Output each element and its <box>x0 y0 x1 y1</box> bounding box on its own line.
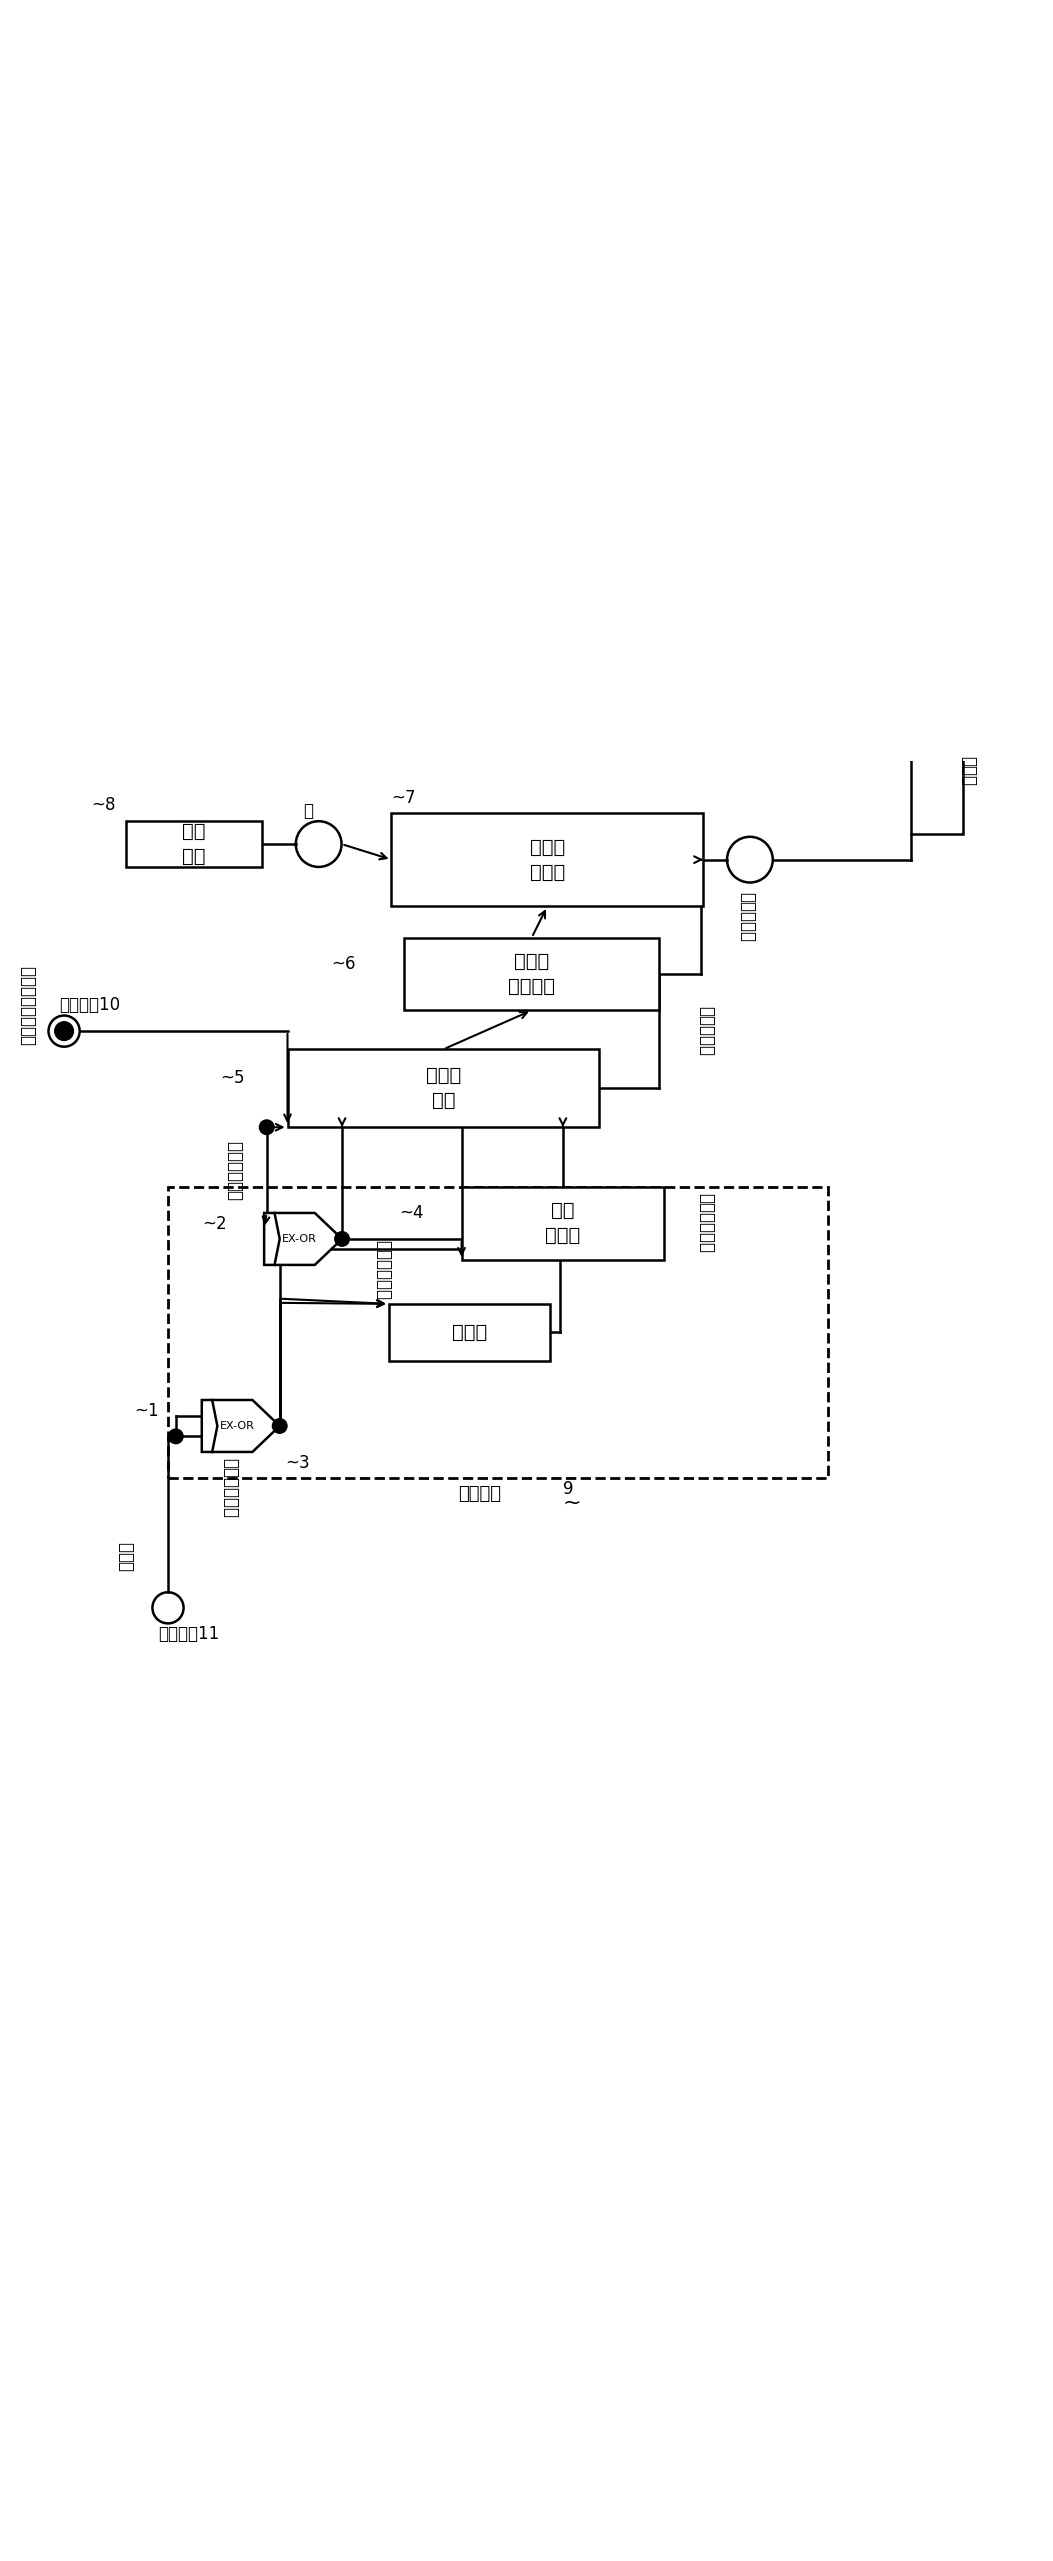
Text: 主信号: 主信号 <box>118 1542 136 1570</box>
Polygon shape <box>202 1401 280 1452</box>
Text: EX-OR: EX-OR <box>219 1421 254 1432</box>
Bar <box>404 937 659 1012</box>
Text: ~3: ~3 <box>285 1455 310 1473</box>
Text: 光强度
调制器: 光强度 调制器 <box>530 837 564 881</box>
Text: 选择的信号: 选择的信号 <box>697 1006 715 1055</box>
Text: ~1: ~1 <box>134 1401 159 1419</box>
Text: 第一输入信号: 第一输入信号 <box>221 1457 239 1519</box>
Text: 预编码器: 预编码器 <box>458 1485 501 1503</box>
Circle shape <box>259 1119 274 1135</box>
Text: 调制方案选择信号: 调制方案选择信号 <box>19 965 37 1045</box>
Text: 选择器
电路: 选择器 电路 <box>425 1065 461 1111</box>
Text: 延迟器: 延迟器 <box>452 1324 486 1342</box>
Text: 放大的信号: 放大的信号 <box>738 891 756 942</box>
Text: ~2: ~2 <box>202 1214 226 1232</box>
Circle shape <box>168 1429 183 1444</box>
Bar <box>911 750 962 835</box>
Circle shape <box>55 1022 74 1040</box>
Circle shape <box>335 1232 350 1247</box>
Text: 光信号: 光信号 <box>959 755 977 786</box>
Text: 第二输出信号: 第二输出信号 <box>697 1193 715 1252</box>
Bar <box>168 1186 828 1478</box>
Text: ~8: ~8 <box>92 796 116 814</box>
Text: 输入端子10: 输入端子10 <box>60 996 121 1014</box>
Text: 低通
滤波器: 低通 滤波器 <box>545 1201 580 1245</box>
Bar <box>461 1186 664 1260</box>
Text: EX-OR: EX-OR <box>282 1234 317 1245</box>
Text: 输入端子11: 输入端子11 <box>158 1624 219 1642</box>
Bar <box>287 1050 599 1127</box>
Text: ~: ~ <box>563 1493 581 1514</box>
Bar <box>126 820 261 868</box>
Text: 激光
光源: 激光 光源 <box>182 822 205 866</box>
Text: 光: 光 <box>303 802 314 820</box>
Bar <box>389 1304 550 1360</box>
Text: ~6: ~6 <box>332 955 356 973</box>
Circle shape <box>273 1419 287 1434</box>
Text: 第二输入信号: 第二输入信号 <box>375 1240 393 1301</box>
Text: 第一输出信号: 第一输出信号 <box>226 1140 244 1201</box>
Polygon shape <box>264 1214 342 1265</box>
Text: ~5: ~5 <box>220 1068 244 1086</box>
Text: ~7: ~7 <box>392 789 416 807</box>
Bar <box>392 812 703 907</box>
Text: 9: 9 <box>563 1480 574 1498</box>
Text: ~4: ~4 <box>399 1204 423 1222</box>
Text: 调制器
驱动电路: 调制器 驱动电路 <box>509 953 555 996</box>
